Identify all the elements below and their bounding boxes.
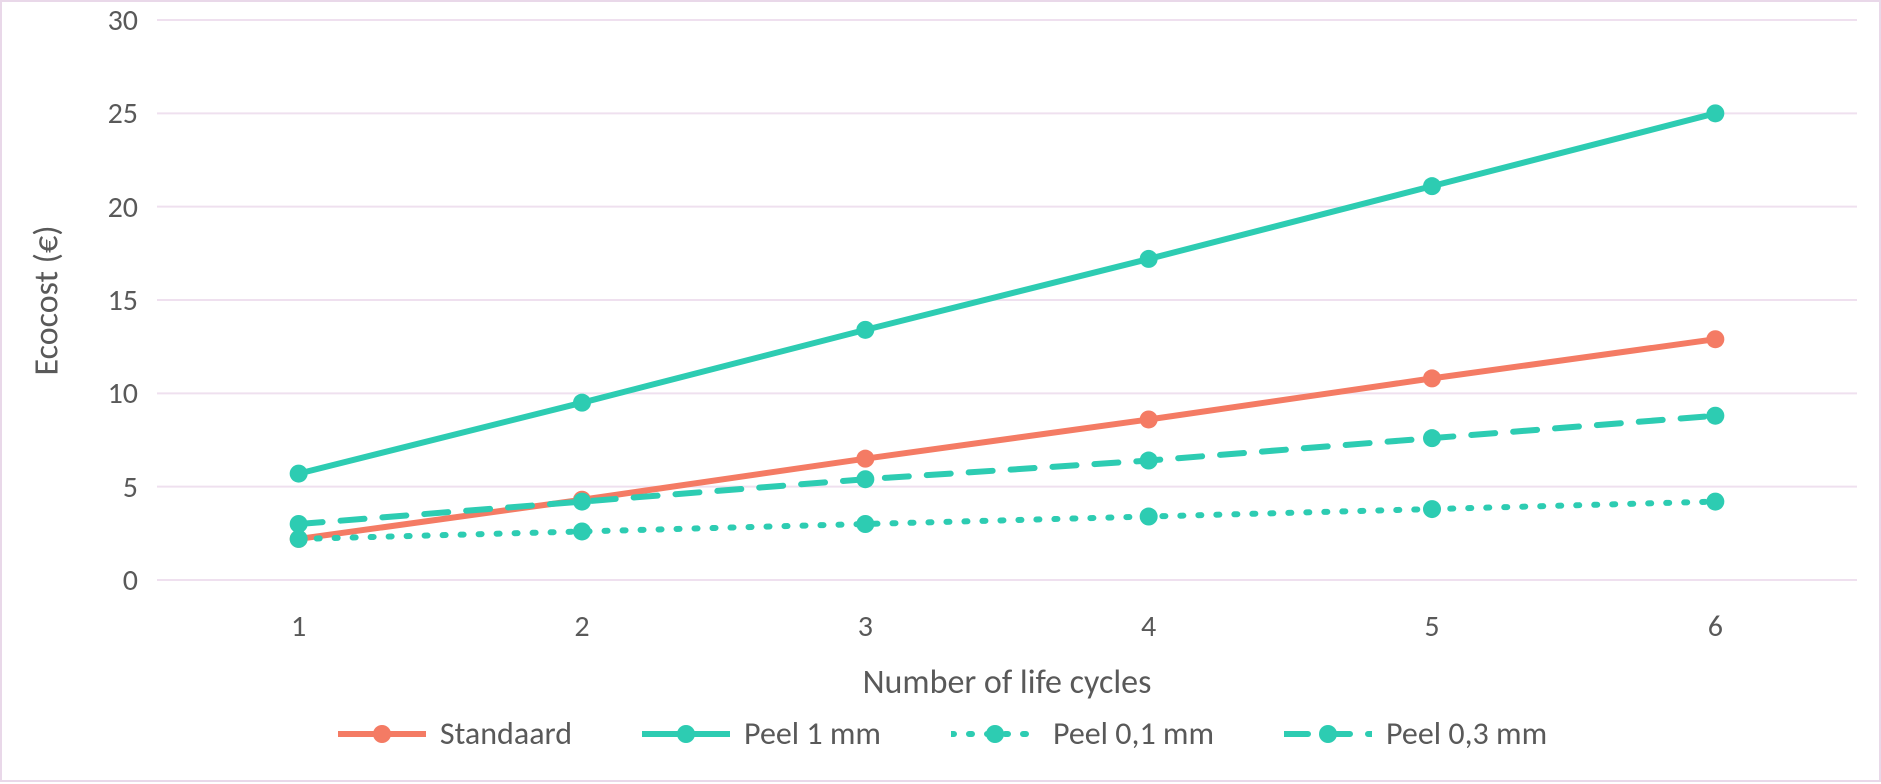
legend-swatch-peel_0_1mm: [951, 724, 1039, 744]
series-marker-peel_1mm: [1706, 104, 1724, 122]
series-lines: [299, 113, 1716, 539]
series-marker-peel_1mm: [573, 394, 591, 412]
series-marker-peel_0_3mm: [1140, 452, 1158, 470]
series-marker-standaard: [1706, 330, 1724, 348]
series-marker-peel_0_1mm: [856, 515, 874, 533]
series-marker-peel_0_3mm: [856, 470, 874, 488]
y-tick-label: 5: [123, 469, 138, 506]
legend-label-standaard: Standaard: [440, 714, 572, 753]
series-marker-peel_0_3mm: [573, 493, 591, 511]
series-marker-standaard: [1423, 369, 1441, 387]
y-tick-label: 0: [123, 562, 138, 599]
x-tick-label: 4: [1109, 608, 1189, 645]
series-marker-peel_1mm: [290, 465, 308, 483]
legend: Standaard Peel 1 mm Peel 0,1 mm Peel 0,3 mm: [2, 714, 1881, 753]
legend-item-peel_1mm: Peel 1 mm: [642, 714, 881, 753]
legend-swatch-peel_1mm: [642, 724, 730, 744]
series-marker-peel_0_1mm: [1423, 500, 1441, 518]
x-tick-label: 3: [825, 608, 905, 645]
legend-label-peel_1mm: Peel 1 mm: [744, 714, 881, 753]
series-line-peel_1mm: [299, 113, 1716, 473]
legend-item-standaard: Standaard: [338, 714, 572, 753]
x-tick-label: 1: [259, 608, 339, 645]
legend-label-peel_0_1mm: Peel 0,1 mm: [1053, 714, 1214, 753]
x-tick-label: 2: [542, 608, 622, 645]
y-tick-label: 20: [108, 189, 138, 226]
series-marker-standaard: [856, 450, 874, 468]
legend-item-peel_0_1mm: Peel 0,1 mm: [951, 714, 1214, 753]
plot-area: [2, 2, 1881, 784]
y-tick-label: 10: [108, 375, 138, 412]
legend-label-peel_0_3mm: Peel 0,3 mm: [1386, 714, 1547, 753]
chart-frame: Ecocost (€) Number of life cycles 051015…: [0, 0, 1881, 782]
y-tick-label: 15: [108, 282, 138, 319]
series-marker-peel_0_1mm: [1140, 508, 1158, 526]
series-marker-peel_0_1mm: [1706, 493, 1724, 511]
series-marker-peel_1mm: [856, 321, 874, 339]
series-marker-peel_0_1mm: [573, 522, 591, 540]
legend-swatch-peel_0_3mm: [1284, 724, 1372, 744]
series-marker-peel_0_3mm: [290, 515, 308, 533]
series-marker-peel_0_3mm: [1423, 429, 1441, 447]
series-marker-peel_1mm: [1423, 177, 1441, 195]
series-marker-peel_1mm: [1140, 250, 1158, 268]
gridlines: [157, 20, 1857, 580]
series-marker-peel_0_3mm: [1706, 407, 1724, 425]
series-marker-standaard: [1140, 410, 1158, 428]
y-tick-label: 30: [108, 2, 138, 39]
legend-swatch-standaard: [338, 724, 426, 744]
x-tick-label: 5: [1392, 608, 1472, 645]
legend-item-peel_0_3mm: Peel 0,3 mm: [1284, 714, 1547, 753]
y-tick-label: 25: [108, 95, 138, 132]
series-markers: [290, 104, 1725, 548]
x-tick-label: 6: [1675, 608, 1755, 645]
